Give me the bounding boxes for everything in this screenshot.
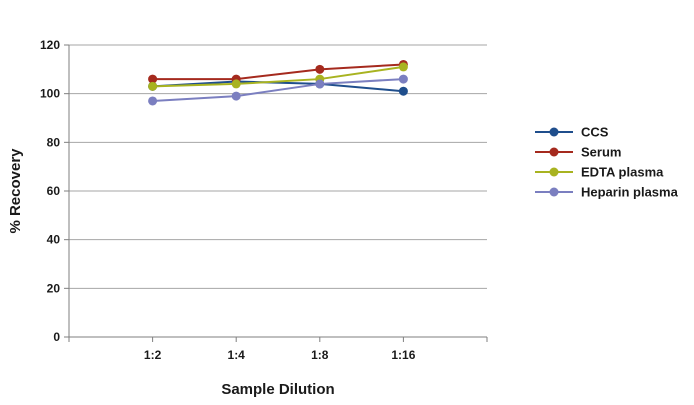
legend-swatch-marker: [549, 167, 559, 177]
data-point: [231, 79, 241, 89]
series-line: [152, 78, 404, 102]
y-tick-label: 60: [47, 184, 61, 198]
legend-swatch-marker: [549, 127, 559, 137]
legend-item: Heparin plasma: [535, 185, 679, 200]
series-edta-plasma: [148, 62, 408, 91]
legend-label: Serum: [581, 145, 621, 160]
y-tick-label: 40: [47, 233, 61, 247]
y-axis-title: % Recovery: [7, 148, 24, 234]
data-point: [148, 74, 158, 84]
y-tick-label: 20: [47, 281, 61, 295]
x-tick-label: 1:4: [228, 348, 246, 362]
legend-label: CCS: [581, 125, 609, 140]
y-tick-label: 80: [47, 135, 61, 149]
legend-swatch-marker: [549, 147, 559, 157]
series-line: [152, 80, 404, 93]
data-point: [148, 81, 158, 91]
legend-item: EDTA plasma: [535, 165, 664, 180]
y-tick-label: 0: [53, 330, 60, 344]
data-point: [231, 91, 241, 101]
gridlines: [69, 44, 487, 289]
legend: CCS Serum EDTA plasma Heparin plasma: [535, 125, 679, 200]
y-tick-label: 100: [40, 87, 60, 101]
y-tick-labels: 0 20 40 60 80 100 120: [40, 38, 69, 344]
legend-swatch-marker: [549, 187, 559, 197]
series-line: [152, 63, 404, 81]
data-point: [398, 74, 408, 84]
legend-label: EDTA plasma: [581, 165, 664, 180]
x-tick-label: 1:8: [311, 348, 329, 362]
data-point: [398, 62, 408, 72]
legend-item: Serum: [535, 145, 621, 160]
x-axis-title: Sample Dilution: [221, 381, 334, 398]
x-tick-label: 1:16: [391, 348, 415, 362]
data-point: [315, 64, 325, 74]
x-tick-label: 1:2: [144, 348, 162, 362]
y-tick-label: 120: [40, 38, 60, 52]
series-line: [152, 65, 404, 88]
data-point: [315, 79, 325, 89]
legend-label: Heparin plasma: [581, 185, 679, 200]
data-point: [398, 86, 408, 96]
series-heparin-plasma: [148, 74, 408, 106]
x-tick-labels: 1:2 1:4 1:8 1:16: [68, 337, 488, 362]
legend-item: CCS: [535, 125, 609, 140]
series: [148, 59, 408, 106]
data-point: [148, 96, 158, 106]
